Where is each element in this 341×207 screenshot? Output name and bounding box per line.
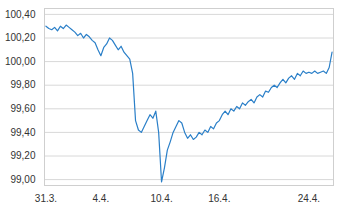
svg-text:99,00: 99,00 bbox=[10, 174, 35, 185]
svg-text:100,00: 100,00 bbox=[5, 56, 36, 67]
svg-text:100,40: 100,40 bbox=[5, 9, 36, 20]
svg-text:99,80: 99,80 bbox=[10, 79, 35, 90]
svg-text:99,60: 99,60 bbox=[10, 103, 35, 114]
svg-text:4.4.: 4.4. bbox=[93, 193, 110, 204]
svg-text:10.4.: 10.4. bbox=[150, 193, 172, 204]
svg-text:24.4.: 24.4. bbox=[298, 193, 320, 204]
svg-text:99,40: 99,40 bbox=[10, 127, 35, 138]
svg-text:16.4.: 16.4. bbox=[208, 193, 230, 204]
svg-text:31.3.: 31.3. bbox=[35, 193, 57, 204]
svg-text:99,20: 99,20 bbox=[10, 150, 35, 161]
svg-text:100,20: 100,20 bbox=[5, 32, 36, 43]
